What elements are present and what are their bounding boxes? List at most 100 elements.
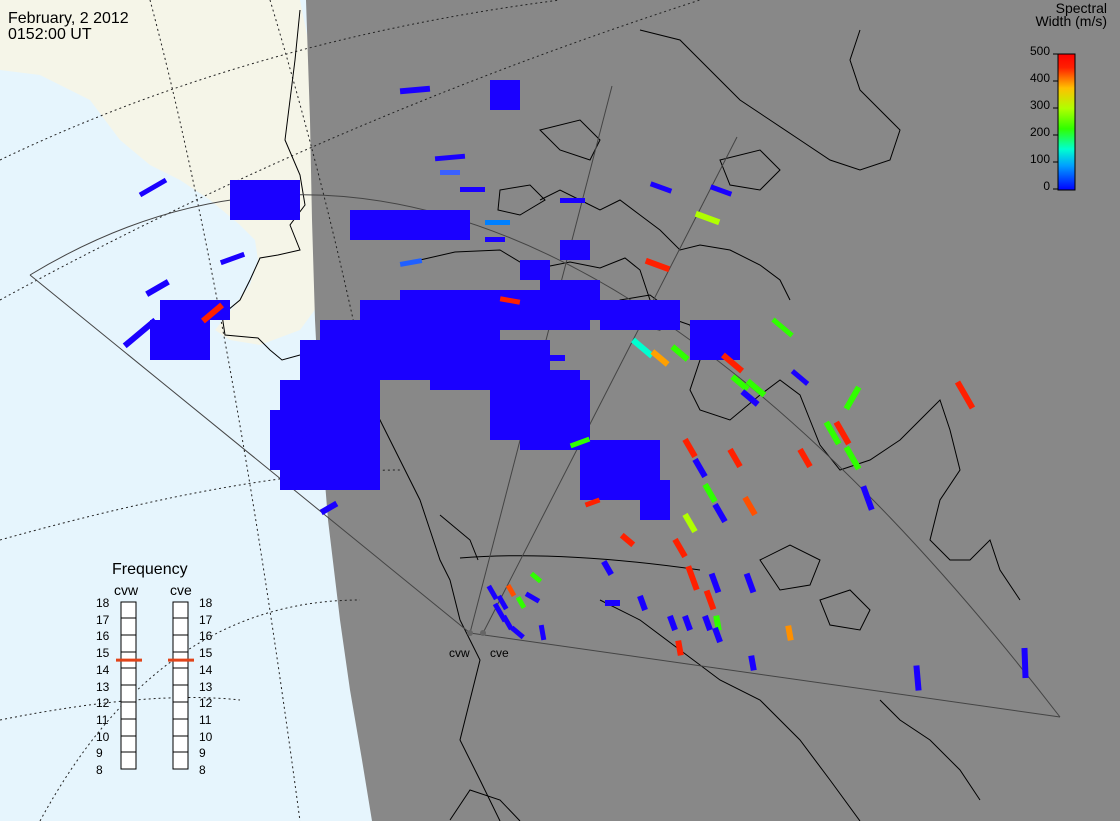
frequency-tick-left: 10 xyxy=(96,729,110,744)
colorbar-title-line1: Spectral xyxy=(1055,0,1107,16)
echo-cell xyxy=(399,258,423,267)
echo-cell xyxy=(843,445,862,471)
echo-cell xyxy=(709,184,733,197)
echo-cell xyxy=(843,385,862,411)
colorbar xyxy=(1057,53,1076,191)
echo-cell xyxy=(650,349,670,367)
echo-cell xyxy=(430,300,500,390)
echo-cell xyxy=(630,337,655,359)
echo-cell xyxy=(708,572,722,594)
echo-cell xyxy=(584,497,601,508)
echo-cell xyxy=(560,375,580,381)
echo-cell xyxy=(515,596,527,609)
echo-cell xyxy=(501,614,514,631)
echo-cell xyxy=(138,177,168,198)
echo-cell xyxy=(560,380,590,440)
echo-cell xyxy=(823,420,842,446)
date-label: February, 2 2012 xyxy=(8,10,129,27)
frequency-tick-right: 12 xyxy=(199,696,213,711)
echo-cell xyxy=(913,665,922,691)
echo-cell xyxy=(510,625,525,640)
echo-cell xyxy=(745,378,767,398)
echo-cell xyxy=(485,220,510,225)
frequency-tick-left: 9 xyxy=(96,746,103,761)
echo-cell xyxy=(499,296,521,305)
frequency-tick-left: 17 xyxy=(96,612,110,627)
echo-cell xyxy=(860,485,875,511)
echo-cell xyxy=(619,532,636,548)
frequency-tick-right: 10 xyxy=(199,729,213,744)
frequency-title: Frequency xyxy=(112,561,188,578)
echo-cell xyxy=(720,352,745,374)
echo-cell xyxy=(200,302,225,324)
frequency-label-cve: cve xyxy=(170,582,192,598)
echo-cell xyxy=(605,600,620,606)
echo-cell xyxy=(250,190,300,220)
colorbar-tick: 100 xyxy=(1029,152,1050,166)
echo-cell xyxy=(667,614,678,632)
echo-cell xyxy=(675,640,684,656)
echo-cell xyxy=(529,571,543,584)
echo-cell xyxy=(350,210,430,240)
echo-cell xyxy=(524,591,541,604)
borders xyxy=(439,514,701,571)
echo-cell xyxy=(601,560,614,576)
echo-cell xyxy=(748,655,757,671)
echo-cell xyxy=(399,85,431,95)
echo-cell xyxy=(785,625,794,641)
echo-cell xyxy=(440,170,460,175)
frequency-tick-left: 11 xyxy=(96,712,109,727)
echo-cell xyxy=(713,615,722,631)
echo-cell xyxy=(742,495,758,517)
echo-cell xyxy=(145,279,170,297)
echo-cell xyxy=(490,80,520,110)
echo-cell xyxy=(712,626,723,644)
echo-cell xyxy=(420,210,470,240)
echo-cell xyxy=(672,537,688,559)
colorbar-tick: 300 xyxy=(1029,98,1050,112)
echo-cell xyxy=(644,257,671,273)
echo-cell xyxy=(460,187,485,192)
echo-cell xyxy=(160,300,200,330)
echo-cell xyxy=(682,437,698,459)
daylight-land xyxy=(0,0,322,345)
echo-cell xyxy=(685,565,700,591)
radar-site-cvw xyxy=(467,630,473,636)
colorbar-tick: 200 xyxy=(1029,125,1050,139)
echo-cell xyxy=(954,380,976,410)
echo-cell xyxy=(219,251,246,266)
echo-cell xyxy=(505,584,517,597)
echo-cell xyxy=(743,572,757,594)
frequency-gauges xyxy=(116,601,194,770)
echo-cell xyxy=(682,512,698,534)
echo-cell xyxy=(727,447,743,469)
frequency-tick-left: 8 xyxy=(96,763,103,777)
frequency-tick-right: 9 xyxy=(199,746,206,761)
colorbar-tick: 0 xyxy=(1043,179,1050,193)
colorbar-tick: 500 xyxy=(1029,44,1050,58)
echo-cell xyxy=(538,624,547,641)
echo-cell xyxy=(540,355,565,361)
echo-cell xyxy=(580,480,600,485)
frequency-tick-left: 13 xyxy=(96,679,110,694)
frequency-tick-right: 13 xyxy=(199,679,213,694)
echo-cell xyxy=(682,614,693,632)
night-region xyxy=(306,0,1120,821)
echo-cell xyxy=(434,153,466,162)
echo-cell xyxy=(702,614,713,632)
echo-cell xyxy=(833,420,852,446)
frequency-tick-left: 18 xyxy=(96,596,110,610)
echo-cell xyxy=(540,280,600,320)
echo-cell xyxy=(560,198,585,203)
frequency-tick-right: 17 xyxy=(199,612,213,627)
echo-cell xyxy=(694,210,721,226)
frequency-tick-left: 16 xyxy=(96,629,110,644)
echo-cell xyxy=(702,482,718,504)
echo-cell xyxy=(730,374,750,392)
echo-cell xyxy=(670,344,690,362)
echo-cell xyxy=(649,181,673,194)
echo-cell xyxy=(771,317,794,338)
colorbar-ticks xyxy=(1053,53,1058,190)
echo-cell xyxy=(569,436,591,449)
echo-cell xyxy=(300,460,340,490)
